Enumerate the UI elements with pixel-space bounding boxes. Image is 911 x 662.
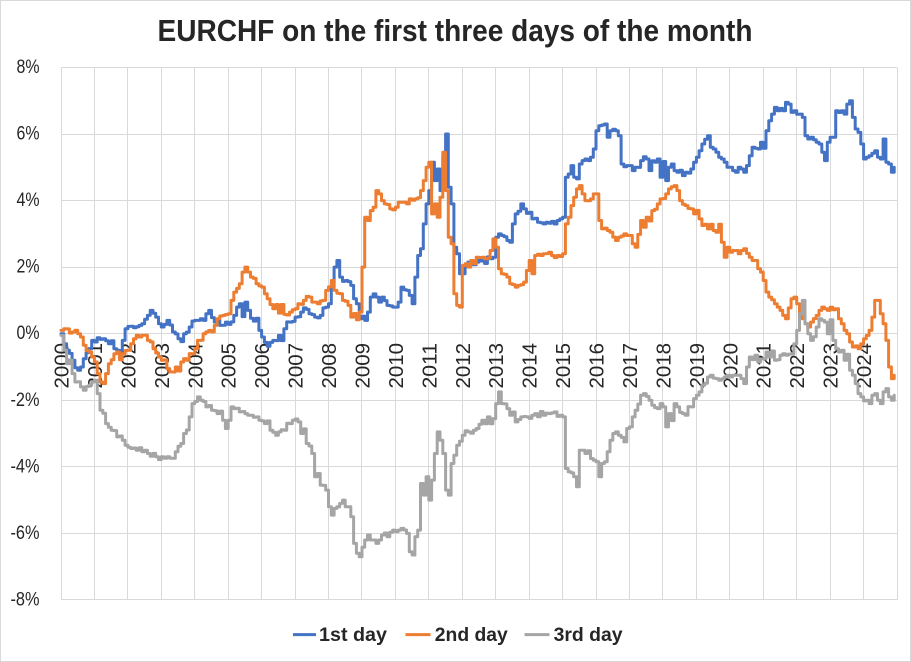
svg-text:-2%: -2% — [11, 390, 40, 411]
svg-text:2012: 2012 — [452, 343, 475, 389]
svg-text:EURCHF on the first three days: EURCHF on the first three days of the mo… — [158, 13, 753, 48]
svg-text:2016: 2016 — [586, 343, 609, 389]
svg-text:2011: 2011 — [418, 343, 441, 389]
svg-text:2%: 2% — [17, 257, 40, 278]
svg-text:2024: 2024 — [853, 343, 876, 389]
svg-text:6%: 6% — [17, 124, 40, 145]
svg-text:2018: 2018 — [652, 343, 675, 389]
svg-text:2022: 2022 — [786, 343, 809, 389]
svg-text:-4%: -4% — [11, 456, 40, 477]
svg-text:8%: 8% — [17, 57, 40, 78]
svg-text:-8%: -8% — [11, 589, 40, 610]
svg-text:3rd day: 3rd day — [554, 625, 623, 646]
svg-text:2007: 2007 — [285, 343, 308, 389]
svg-text:2008: 2008 — [318, 343, 341, 389]
svg-text:2023: 2023 — [820, 343, 843, 389]
svg-text:2019: 2019 — [686, 343, 709, 389]
svg-text:2006: 2006 — [251, 343, 274, 389]
svg-text:4%: 4% — [17, 190, 40, 211]
svg-text:2013: 2013 — [485, 343, 508, 389]
svg-text:2nd day: 2nd day — [435, 625, 508, 646]
svg-text:2009: 2009 — [351, 343, 374, 389]
svg-text:2014: 2014 — [519, 343, 542, 389]
svg-text:2010: 2010 — [385, 343, 408, 389]
svg-text:2015: 2015 — [552, 343, 575, 389]
svg-text:0%: 0% — [17, 323, 40, 344]
svg-text:2020: 2020 — [719, 343, 742, 389]
svg-text:2005: 2005 — [218, 343, 241, 389]
svg-text:2017: 2017 — [619, 343, 642, 389]
svg-text:-6%: -6% — [11, 523, 40, 544]
svg-text:1st day: 1st day — [319, 625, 387, 646]
